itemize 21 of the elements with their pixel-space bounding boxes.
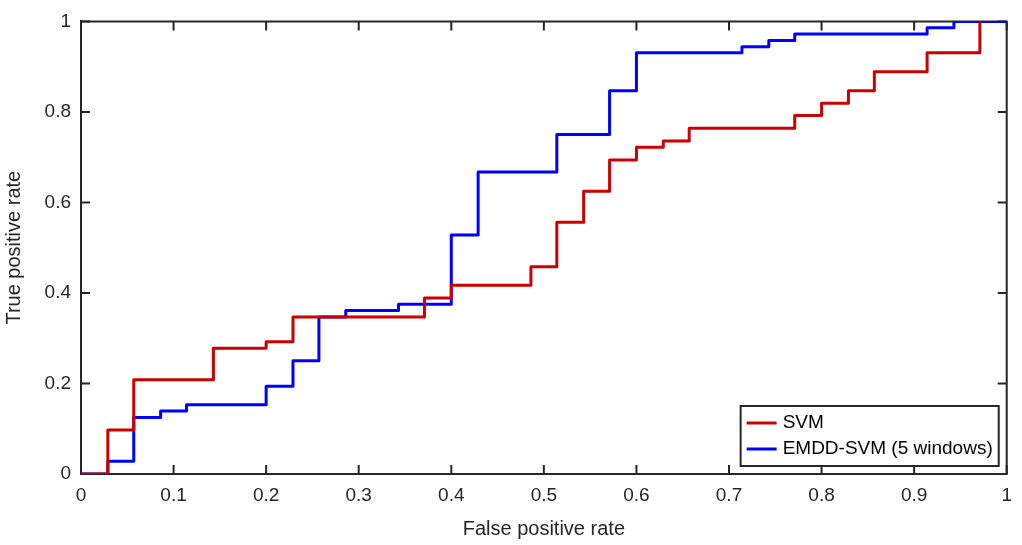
y-tick-label: 0.2: [44, 371, 71, 393]
legend-label: SVM: [782, 411, 824, 433]
x-tick-label: 0.1: [160, 483, 187, 505]
y-tick-label: 0.8: [44, 100, 71, 122]
y-tick-label: 0.4: [44, 281, 72, 303]
y-tick-label: 0: [60, 462, 71, 484]
x-tick-label: 0.2: [252, 483, 280, 505]
x-tick-label: 0.4: [438, 483, 465, 505]
x-tick-label: 0.9: [900, 483, 928, 505]
x-tick-label: 0.8: [808, 483, 835, 505]
y-tick-label: 1: [60, 9, 71, 31]
x-axis-title: False positive rate: [462, 516, 626, 539]
x-tick-label: 0.6: [623, 483, 650, 505]
legend-label: EMDD-SVM (5 windows): [782, 437, 993, 459]
x-tick-label: 1: [1001, 483, 1013, 505]
y-tick-label: 0.6: [44, 190, 71, 212]
y-axis-title: True positive rate: [1, 170, 24, 325]
x-tick-label: 0: [75, 483, 87, 505]
x-tick-label: 0.3: [345, 483, 372, 505]
x-tick-label: 0.7: [715, 483, 743, 505]
x-tick-label: 0.5: [530, 483, 558, 505]
